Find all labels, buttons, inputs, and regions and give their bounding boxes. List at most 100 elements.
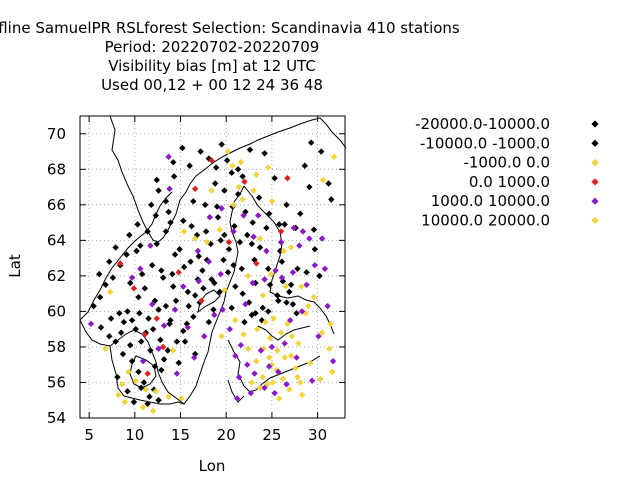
- data-point-series-3: [287, 244, 295, 251]
- data-point-series-5: [257, 347, 265, 354]
- data-point-series-3: [253, 357, 260, 365]
- x-tick-label: 25: [262, 426, 281, 444]
- grid: [80, 116, 345, 419]
- data-point-series-2: [190, 198, 197, 205]
- data-point-series-5: [128, 274, 136, 281]
- legend-label: 0.0 1000.0: [469, 173, 550, 191]
- title-line-1: EXoffline SamuelPR RSLforest Selection: …: [0, 19, 460, 37]
- data-point-series-4: [198, 297, 205, 304]
- y-tick-label: 70: [47, 125, 66, 143]
- data-point-series-2: [106, 333, 113, 340]
- data-point-series-3: [244, 272, 252, 280]
- data-point-series-3: [149, 407, 157, 415]
- legend: -20000.0-10000.0-10000.0 -1000.0 -1000.0 …: [415, 115, 599, 230]
- data-point-series-2: [252, 309, 259, 317]
- data-point-series-2: [276, 247, 284, 255]
- data-point-series-2: [225, 246, 233, 253]
- data-point-series-2: [274, 292, 281, 299]
- data-point-series-3: [224, 148, 232, 155]
- data-point-series-5: [211, 311, 218, 319]
- data-point-series-2: [135, 368, 142, 376]
- data-point-series-5: [283, 381, 290, 388]
- data-point-series-3: [274, 347, 281, 354]
- title-line-2: Period: 20220702-20220709: [105, 38, 320, 56]
- data-point-series-2: [316, 272, 323, 280]
- legend-label: 10000.0 20000.0: [421, 212, 550, 230]
- data-point-series-5: [286, 317, 294, 324]
- data-point-series-2: [230, 262, 237, 269]
- data-point-series-2: [170, 173, 178, 180]
- data-point-series-2: [128, 357, 136, 365]
- data-point-series-2: [238, 265, 245, 272]
- data-point-series-3: [191, 235, 199, 242]
- data-point-series-5: [217, 270, 224, 278]
- data-point-series-3: [235, 183, 243, 191]
- data-point-series-1: [171, 251, 179, 258]
- data-point-series-2: [220, 256, 227, 264]
- data-point-series-5: [290, 224, 298, 232]
- x-tick-label: 30: [308, 426, 327, 444]
- data-point-series-2: [109, 274, 117, 281]
- data-point-series-2: [193, 231, 201, 239]
- data-point-series-2: [301, 162, 308, 169]
- data-point-series-3: [244, 345, 252, 352]
- data-point-series-2: [128, 317, 136, 324]
- data-point-series-2: [169, 270, 176, 278]
- data-point-series-3: [286, 386, 293, 393]
- data-point-series-2: [141, 285, 149, 292]
- data-point-series-2: [124, 388, 131, 395]
- data-point-series-5: [281, 340, 288, 347]
- data-point-series-5: [206, 214, 213, 221]
- data-point-series-3: [256, 384, 264, 391]
- data-point-series-5: [254, 212, 262, 219]
- data-point-series-2: [325, 180, 332, 187]
- y-tick-label: 60: [47, 302, 66, 320]
- plot-frame: [79, 115, 346, 419]
- data-point-series-3: [262, 318, 269, 326]
- data-point-series-3: [232, 317, 239, 324]
- data-point-series-5: [171, 306, 179, 313]
- data-point-series-2: [165, 208, 172, 216]
- data-point-series-2: [172, 297, 180, 304]
- data-point-series-6: [208, 187, 215, 194]
- x-tick-label: 20: [217, 426, 236, 444]
- data-point-series-5: [318, 235, 326, 242]
- data-point-series-5: [244, 361, 251, 368]
- data-point-series-2: [158, 366, 165, 374]
- data-point-series-2: [248, 240, 255, 248]
- data-point-series-6: [256, 235, 264, 242]
- data-point-series-4: [225, 238, 233, 246]
- data-point-series-2: [283, 299, 290, 306]
- data-point-series-3: [330, 153, 338, 161]
- data-point-series-2: [158, 267, 165, 274]
- data-point-series-2: [271, 174, 278, 182]
- data-point-series-3: [267, 270, 275, 278]
- y-tick-label: 54: [47, 409, 66, 427]
- data-point-series-2: [153, 176, 160, 184]
- y-axis-label: Lat: [6, 254, 24, 278]
- data-point-series-3: [115, 391, 122, 399]
- data-point-series-2: [223, 157, 231, 164]
- data-point-series-2: [199, 267, 206, 274]
- data-point-series-3: [281, 354, 288, 361]
- data-point-series-3: [310, 294, 318, 301]
- data-point-series-5: [272, 267, 279, 274]
- data-point-series-2: [221, 187, 228, 194]
- x-axis-label: Lon: [199, 457, 226, 475]
- data-point-series-5: [278, 274, 286, 281]
- data-point-series-2: [311, 246, 319, 253]
- data-point-series-3: [297, 379, 304, 386]
- x-tick-label: 10: [125, 426, 144, 444]
- data-point-series-2: [241, 318, 248, 326]
- data-point-series-2: [265, 308, 272, 315]
- data-point-series-5: [329, 357, 337, 365]
- data-point-series-5: [315, 333, 322, 340]
- data-point-series-1: [234, 190, 242, 198]
- data-point-series-2: [112, 338, 119, 345]
- data-point-series-2: [203, 256, 211, 264]
- data-point-series-3: [240, 331, 247, 338]
- data-point-series-2: [155, 306, 162, 313]
- chart-title: EXoffline SamuelPR RSLforest Selection: …: [0, 19, 460, 94]
- data-point-series-5: [289, 269, 297, 276]
- data-point-series-5: [303, 281, 310, 288]
